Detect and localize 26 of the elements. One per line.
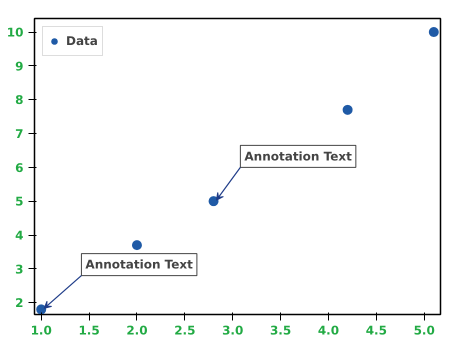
annotation: Annotation Text [244, 149, 352, 164]
legend-label: Data [66, 34, 98, 48]
point [132, 240, 142, 250]
x-tick-label: 2.0 [126, 324, 148, 338]
y-tick-label: 7 [15, 127, 24, 142]
x-tick-label: 3.0 [222, 324, 244, 338]
y-tick-label: 4 [15, 228, 24, 243]
x-tick-label: 1.0 [30, 324, 52, 338]
x-tick-label: 4.5 [366, 324, 387, 338]
x-tick-label: 5.0 [414, 324, 435, 338]
x-tick-label: 3.5 [270, 324, 292, 338]
point [342, 104, 353, 115]
annotation: Annotation Text [85, 258, 194, 272]
y-tick-label: 6 [15, 160, 24, 175]
point [428, 27, 439, 38]
y-tick-label: 9 [15, 59, 24, 74]
y-tick-label: 10 [6, 26, 24, 40]
x-tick-label: 4.0 [318, 324, 340, 338]
point [208, 196, 219, 206]
y-tick-label: 3 [15, 262, 24, 276]
y-tick-label: 2 [15, 296, 24, 310]
x-tick-label: 2.5 [174, 324, 196, 338]
y-tick-label: 8 [15, 93, 24, 108]
y-tick-label: 5 [15, 194, 24, 209]
x-tick-label: 1.5 [78, 324, 100, 338]
point [36, 304, 46, 314]
